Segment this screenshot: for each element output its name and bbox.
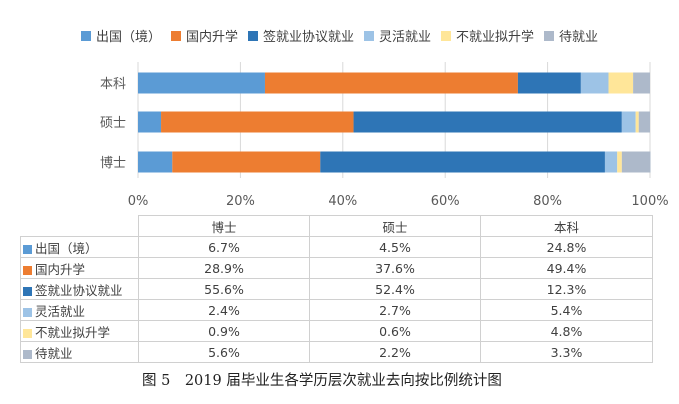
bar-segment [633,72,650,94]
table-cell: 6.7% [138,236,310,258]
row-label: 不就业拟升学 [35,324,111,340]
y-category-label: 博士 [100,156,126,171]
bar-segment [638,111,650,133]
table-column-header: 博士 [138,215,310,237]
table-cell: 2.7% [309,299,481,321]
bar-segment [608,72,634,94]
table-cell: 49.4% [480,257,653,279]
table-row: 签就业协议就业 55.6% 52.4% 12.3% [20,278,653,300]
table-row: 国内升学 28.9% 37.6% 49.4% [20,257,653,279]
table-cell: 5.4% [480,299,653,321]
table-row: 待就业 5.6% 2.2% 3.3% [20,341,653,363]
legend-item: 签就业协议就业 [247,26,354,45]
bar-segment [138,72,265,94]
bar-segment [161,111,354,133]
table-row: 出国（境） 6.7% 4.5% 24.8% [20,236,653,258]
table-cell: 24.8% [480,236,653,258]
table-column-header: 本科 [480,215,653,237]
legend-label: 不就业拟升学 [456,30,535,45]
table-row-header: 国内升学 [20,257,139,279]
bar-segment [635,111,639,133]
bar-segment [353,111,622,133]
data-table: 博士 硕士 本科出国（境） 6.7% 4.5% 24.8% 国内升学 28.9% 37.6% 49… [20,215,653,363]
row-swatch [23,265,32,275]
legend-item: 灵活就业 [364,26,431,45]
legend-swatch [80,30,91,41]
legend-swatch [170,30,181,41]
legend-label: 待就业 [559,30,599,45]
x-tick-label: 80% [533,194,562,209]
bar-segment [320,151,605,173]
table-cell: 0.9% [138,320,310,342]
row-label: 国内升学 [35,261,86,277]
legend-label: 出国（境） [95,30,161,45]
legend-item: 待就业 [544,26,598,45]
y-category-label: 硕士 [100,116,126,131]
table-cell: 4.5% [309,236,481,258]
table-row-header: 不就业拟升学 [20,320,139,342]
table-row-header: 灵活就业 [20,299,139,321]
legend-swatch [247,30,258,41]
bar-segment [138,151,173,173]
table-cell: 3.3% [480,341,653,363]
table-row: 不就业拟升学 0.9% 0.6% 4.8% [20,320,653,342]
table-cell: 55.6% [138,278,310,300]
bar-segment [517,72,581,94]
bar-segment [138,111,162,133]
table-cell: 37.6% [309,257,481,279]
x-tick-label: 40% [328,194,357,209]
table-cell: 28.9% [138,257,310,279]
table-cell: 4.8% [480,320,653,342]
bar-segment [604,151,618,173]
bar-segment [172,151,321,173]
legend-swatch [544,30,555,41]
table-cell: 12.3% [480,278,653,300]
row-swatch [23,244,32,254]
legend-label: 灵活就业 [379,30,432,45]
y-category-label: 本科 [100,77,126,92]
table-cell: 2.2% [309,341,481,363]
bar-segment [264,72,518,94]
row-label: 出国（境） [35,240,98,256]
x-tick-label: 60% [431,194,460,209]
x-tick-label: 0% [128,194,149,209]
table-cell: 5.6% [138,341,310,363]
legend-item: 不就业拟升学 [441,26,534,45]
table-row-header: 签就业协议就业 [20,278,139,300]
figure-caption: 图 5 2019 届毕业生各学历层次就业去向按比例统计图 [142,373,502,389]
legend-item: 国内升学 [170,26,238,45]
table-row: 灵活就业 2.4% 2.7% 5.4% [20,299,653,321]
table-cell: 0.6% [309,320,481,342]
table-cell: 2.4% [138,299,310,321]
row-swatch [23,286,32,296]
legend: 出国（境） 国内升学 签就业协议就业 灵活就业 不就业拟升学 待就业 [0,26,679,45]
legend-label: 国内升学 [185,30,238,45]
row-swatch [23,307,32,317]
bar-segment [580,72,609,94]
row-label: 待就业 [35,345,73,361]
x-tick-label: 20% [226,194,255,209]
table-corner [20,215,139,237]
table-row-header: 待就业 [20,341,139,363]
table-column-header: 硕士 [309,215,481,237]
row-swatch [23,328,32,338]
table-row-header: 出国（境） [20,236,139,258]
legend-swatch [364,30,374,41]
legend-swatch [441,30,452,41]
legend-item: 出国（境） [80,26,161,45]
row-label: 灵活就业 [35,303,86,319]
bar-segment [621,111,636,133]
bar-segment [617,151,622,173]
x-tick-label: 100% [631,194,668,209]
bar-segment [621,151,651,173]
legend-label: 签就业协议就业 [262,30,354,45]
table-cell: 52.4% [309,278,481,300]
row-swatch [23,349,32,359]
row-label: 签就业协议就业 [35,282,123,298]
